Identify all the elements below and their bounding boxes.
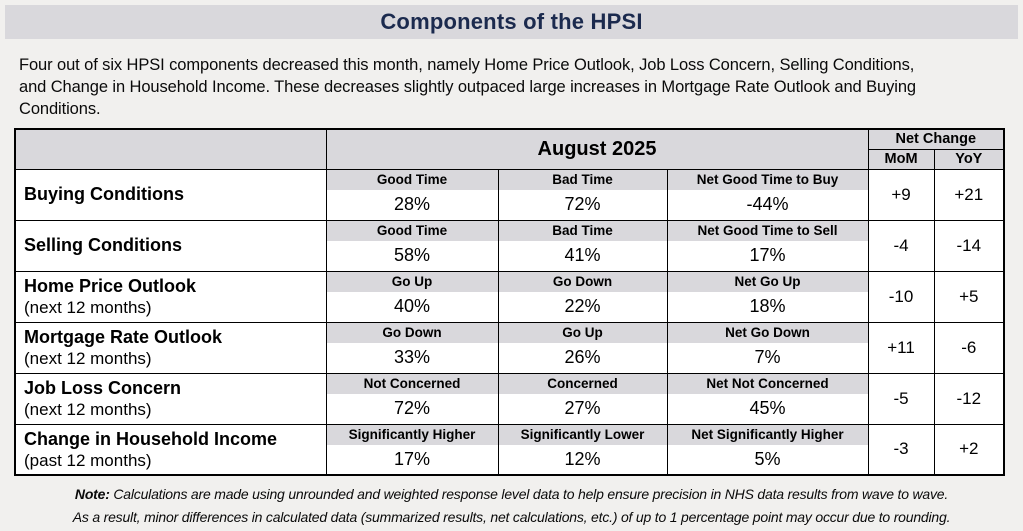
footnote-line-1: Note: Calculations are made using unroun…	[8, 483, 1015, 506]
answer-label-cell: Go Up	[497, 321, 668, 343]
mom-value-cell: +11	[867, 321, 935, 374]
answer-value-cell: 5%	[666, 445, 869, 476]
answer-label-cell: Net Significantly Higher	[666, 423, 869, 445]
component-cell: Selling Conditions	[14, 219, 327, 272]
answer-label-cell: Go Down	[497, 270, 668, 292]
mom-header: MoM	[867, 148, 935, 170]
mom-value-cell: -3	[867, 423, 935, 476]
mom-value-cell: +9	[867, 168, 935, 221]
answer-label-cell: Net Go Up	[666, 270, 869, 292]
corner-cell	[14, 128, 327, 170]
answer-label-cell: Significantly Lower	[497, 423, 668, 445]
answer-value-cell: 40%	[325, 292, 499, 323]
yoy-value-cell: -12	[933, 372, 1005, 425]
answer-value-cell: 22%	[497, 292, 668, 323]
answer-label-cell: Bad Time	[497, 219, 668, 241]
footnote: Note: Calculations are made using unroun…	[8, 483, 1015, 529]
table-row: Job Loss Concern (next 12 months) Not Co…	[14, 372, 1005, 425]
table-row-values: 72% 27% 45%	[15, 394, 1004, 425]
component-cell: Job Loss Concern (next 12 months)	[14, 372, 327, 425]
table-subheader-row: MoM YoY	[15, 148, 1005, 170]
answer-value-cell: 17%	[325, 445, 499, 476]
footnote-line-2: As a result, minor differences in calcul…	[72, 509, 951, 525]
answer-label-cell: Concerned	[497, 372, 668, 394]
hpsi-components-table: August 2025 Net Change MoM YoY Buying Co…	[14, 128, 1006, 476]
answer-value-cell: 45%	[666, 394, 869, 425]
component-cell: Home Price Outlook (next 12 months)	[14, 270, 327, 323]
component-name: Change in Household Income	[24, 428, 278, 449]
yoy-header: YoY	[933, 148, 1005, 170]
table-row-values: 33% 26% 7%	[15, 343, 1004, 374]
answer-value-cell: 72%	[325, 394, 499, 425]
answer-label-cell: Go Up	[325, 270, 499, 292]
answer-label-cell: Go Down	[325, 321, 499, 343]
answer-label-cell: Net Go Down	[666, 321, 869, 343]
net-change-header: Net Change	[867, 128, 1005, 150]
component-cell: Mortgage Rate Outlook (next 12 months)	[14, 321, 327, 374]
footnote-text-1: Calculations are made using unrounded an…	[109, 486, 949, 502]
answer-label-cell: Good Time	[325, 168, 499, 190]
answer-value-cell: 41%	[497, 241, 668, 272]
component-cell: Change in Household Income (past 12 mont…	[14, 423, 327, 476]
answer-label-cell: Significantly Higher	[325, 423, 499, 445]
table-row: Mortgage Rate Outlook (next 12 months) G…	[14, 321, 1005, 374]
table-row-values: 40% 22% 18%	[15, 292, 1004, 323]
table-row: Buying Conditions Good Time Bad Time Net…	[14, 168, 1005, 221]
answer-value-cell: 18%	[666, 292, 869, 323]
footnote-label: Note:	[74, 486, 110, 502]
table-row-values: 17% 12% 5%	[15, 445, 1004, 476]
answer-value-cell: 17%	[666, 241, 869, 272]
component-cell: Buying Conditions	[14, 168, 327, 221]
table-row-values: 28% 72% -44%	[15, 190, 1004, 221]
component-name: Job Loss Concern	[24, 378, 182, 399]
period-header: August 2025	[325, 128, 869, 170]
yoy-value-cell: +5	[933, 270, 1005, 323]
answer-value-cell: 58%	[325, 241, 499, 272]
answer-value-cell: 7%	[666, 343, 869, 374]
answer-value-cell: 12%	[497, 445, 668, 476]
answer-label-cell: Net Good Time to Buy	[666, 168, 869, 190]
component-name: Home Price Outlook	[24, 276, 197, 297]
table-row: Selling Conditions Good Time Bad Time Ne…	[14, 219, 1005, 272]
component-timeframe: (next 12 months)	[24, 298, 152, 318]
title-bar: Components of the HPSI	[5, 5, 1018, 39]
component-name: Mortgage Rate Outlook	[24, 327, 223, 348]
mom-value-cell: -10	[867, 270, 935, 323]
answer-value-cell: -44%	[666, 190, 869, 221]
answer-label-cell: Good Time	[325, 219, 499, 241]
component-name: Buying Conditions	[24, 183, 184, 204]
mom-value-cell: -4	[867, 219, 935, 272]
answer-value-cell: 26%	[497, 343, 668, 374]
yoy-value-cell: +2	[933, 423, 1005, 476]
answer-label-cell: Net Good Time to Sell	[666, 219, 869, 241]
yoy-value-cell: +21	[933, 168, 1005, 221]
table-row: Change in Household Income (past 12 mont…	[14, 423, 1005, 476]
answer-value-cell: 72%	[497, 190, 668, 221]
answer-label-cell: Net Not Concerned	[666, 372, 869, 394]
component-name: Selling Conditions	[24, 234, 182, 255]
answer-label-cell: Not Concerned	[325, 372, 499, 394]
mom-value-cell: -5	[867, 372, 935, 425]
table-row-values: 58% 41% 17%	[15, 241, 1004, 272]
table-row: Home Price Outlook (next 12 months) Go U…	[14, 270, 1005, 323]
answer-value-cell: 33%	[325, 343, 499, 374]
component-timeframe: (past 12 months)	[24, 451, 152, 471]
yoy-value-cell: -14	[933, 219, 1005, 272]
yoy-value-cell: -6	[933, 321, 1005, 374]
component-timeframe: (next 12 months)	[24, 349, 152, 369]
answer-value-cell: 27%	[497, 394, 668, 425]
component-timeframe: (next 12 months)	[24, 400, 152, 420]
answer-value-cell: 28%	[325, 190, 499, 221]
table-header-row: August 2025 Net Change	[14, 128, 1005, 170]
page-title: Components of the HPSI	[380, 9, 643, 34]
answer-label-cell: Bad Time	[497, 168, 668, 190]
intro-paragraph: Four out of six HPSI components decrease…	[19, 56, 916, 118]
